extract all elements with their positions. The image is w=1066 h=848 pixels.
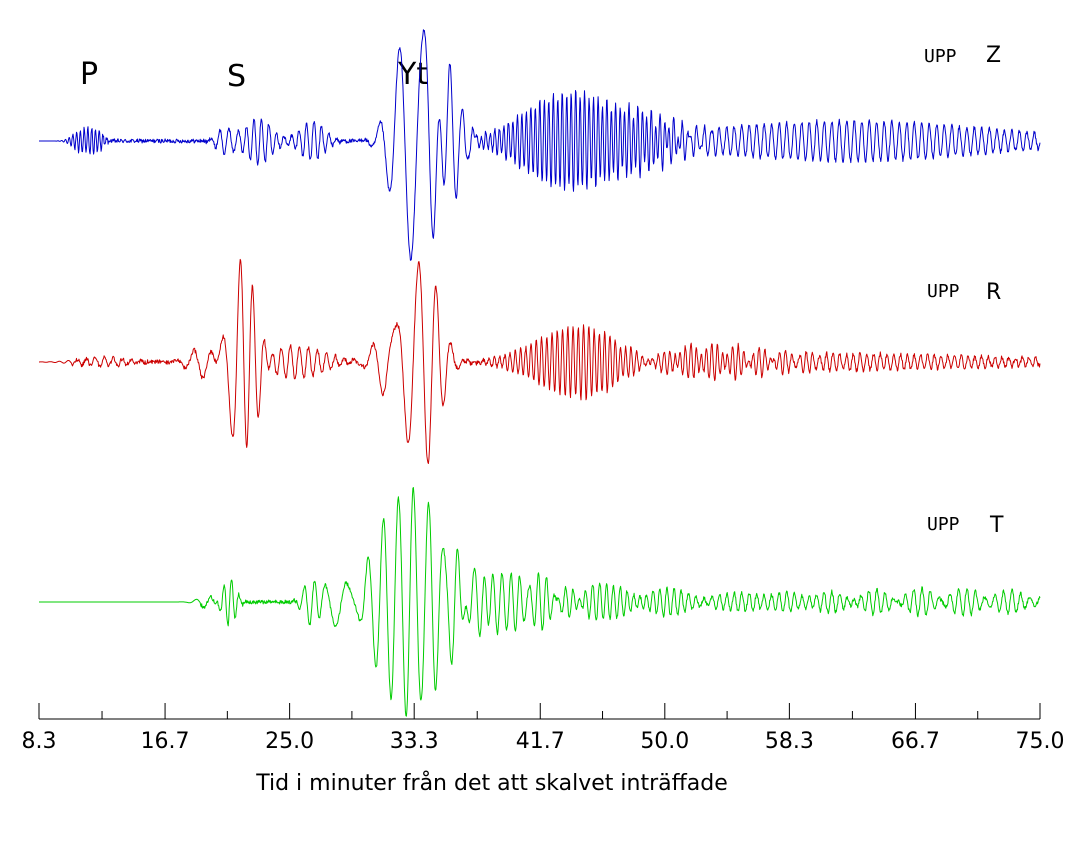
x-tick-label: 33.3 [390,729,439,754]
phase-label-p: P [80,57,98,92]
x-axis-label: Tid i minuter från det att skalvet inträ… [255,770,728,796]
trace-z [39,29,1041,261]
channel-label-r: R [986,280,1001,305]
x-tick-label: 25.0 [265,729,314,754]
station-label-z: UPP [924,46,957,67]
x-tick-label: 41.7 [516,729,565,754]
x-tick-label: 50.0 [640,729,689,754]
x-tick-label: 8.3 [22,729,57,754]
trace-t [39,487,1041,717]
channel-labels: UPP Z UPP R UPP T [924,43,1004,538]
phase-labels: P S Yt [80,57,428,94]
channel-label-t: T [989,513,1004,538]
x-axis: 8.3 16.7 25.0 33.3 41.7 50.0 58.3 66.7 75.0 [22,703,1065,754]
phase-label-s: S [227,59,246,94]
x-tick-label: 66.7 [891,729,940,754]
x-tick-label: 58.3 [765,729,814,754]
trace-r [39,258,1041,464]
x-ticks: 8.3 16.7 25.0 33.3 41.7 50.0 58.3 66.7 75.0 [22,703,1065,754]
channel-label-z: Z [986,43,1001,68]
station-label-t: UPP [927,514,960,535]
traces [39,29,1041,717]
x-tick-label: 16.7 [141,729,190,754]
x-tick-label: 75.0 [1016,729,1065,754]
station-label-r: UPP [927,281,960,302]
